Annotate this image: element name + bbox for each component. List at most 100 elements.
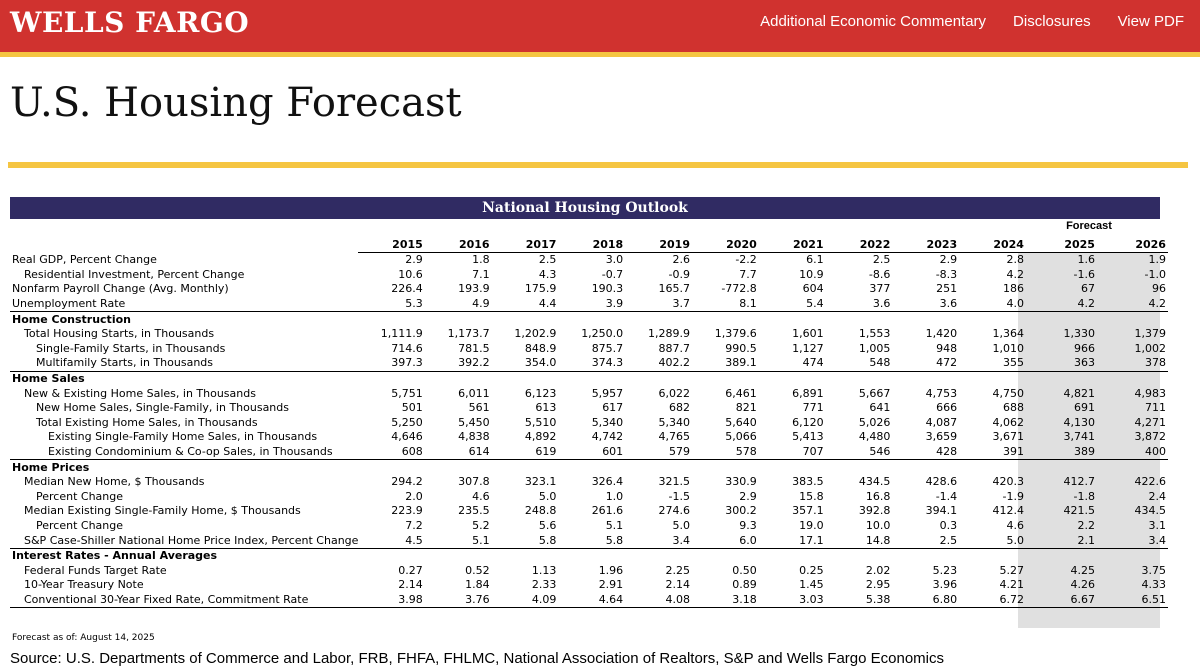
- value-cell: 604: [802, 282, 824, 296]
- table-row: Median Existing Single-Family Home, $ Th…: [10, 504, 1168, 519]
- nav-link-commentary[interactable]: Additional Economic Commentary: [760, 13, 987, 30]
- value-cell: 326.4: [591, 475, 624, 489]
- value-cell: 5,413: [792, 430, 824, 444]
- value-cell: 193.9: [458, 282, 490, 296]
- value-cell: 4,753: [925, 386, 958, 400]
- value-cell: 2.33: [531, 578, 557, 592]
- value-cell: 1,202.9: [514, 327, 557, 341]
- value-cell: 2.14: [665, 578, 690, 592]
- empty-cell: [959, 547, 1026, 564]
- value-cell: 5,450: [458, 415, 490, 429]
- value-cell: 6,891: [792, 386, 824, 400]
- empty-cell: [825, 311, 893, 327]
- value-cell: 15.8: [799, 489, 824, 503]
- year-header-2020: 2020: [691, 237, 759, 253]
- year-header-2019: 2019: [625, 237, 692, 253]
- wells-fargo-logo[interactable]: WELLS FARGO: [10, 6, 250, 39]
- value-cell: 10.6: [398, 267, 423, 281]
- value-cell: 226.4: [391, 282, 423, 296]
- empty-cell: [491, 311, 559, 327]
- section-title: Home Sales: [10, 370, 358, 387]
- table-banner: National Housing Outlook: [10, 197, 1160, 219]
- value-cell: 248.8: [524, 504, 557, 518]
- value-cell: 714.6: [391, 341, 423, 355]
- value-cell: 6,120: [792, 415, 824, 429]
- value-cell: 3.03: [758, 592, 826, 609]
- value-cell: 3.75: [1141, 563, 1166, 577]
- value-cell: 5.1: [424, 533, 492, 549]
- table-row: Median New Home, $ Thousands 294.2 307.8 32…: [10, 475, 1168, 490]
- value-cell: 1,005: [858, 341, 891, 355]
- table-row: New & Existing Home Sales, in Thousands 5…: [10, 386, 1168, 401]
- value-cell: 4.2: [1006, 267, 1024, 281]
- value-cell: 3.9: [558, 296, 626, 313]
- value-cell: 67: [1080, 282, 1095, 296]
- value-cell: 1.96: [598, 563, 624, 577]
- empty-cell: [625, 547, 692, 564]
- value-cell: 4,821: [1063, 386, 1095, 400]
- value-cell: 1.84: [465, 578, 490, 592]
- source-note: Source: U.S. Departments of Commerce and…: [10, 650, 944, 667]
- value-cell: 19.0: [799, 518, 824, 532]
- value-cell: 4,087: [925, 415, 958, 429]
- value-cell: 400: [1096, 444, 1168, 461]
- value-cell: 711: [1144, 401, 1166, 415]
- value-cell: 1.0: [605, 489, 624, 503]
- value-cell: 1.9: [1148, 253, 1166, 267]
- value-cell: 4.21: [999, 578, 1024, 592]
- value-cell: -1.5: [668, 489, 690, 503]
- value-cell: 5.8: [491, 533, 559, 549]
- value-cell: 3.6: [825, 296, 893, 313]
- section-header: Home Prices: [10, 459, 1168, 475]
- empty-cell: [1096, 370, 1168, 387]
- value-cell: 2.5: [892, 533, 960, 549]
- empty-cell: [892, 370, 960, 387]
- value-cell: 7.2: [405, 518, 423, 532]
- value-cell: 412.4: [992, 504, 1024, 518]
- row-label-header: [10, 237, 358, 253]
- section-header: Home Construction: [10, 311, 1168, 327]
- value-cell: -2.2: [735, 253, 757, 267]
- value-cell: 392.8: [858, 504, 891, 518]
- value-cell: 6,461: [725, 386, 757, 400]
- value-cell: 5,667: [858, 386, 891, 400]
- value-cell: 990.5: [725, 341, 757, 355]
- value-cell: 1,127: [792, 341, 824, 355]
- empty-cell: [1096, 547, 1168, 564]
- value-cell: 3.18: [691, 592, 759, 609]
- value-cell: 4.6: [472, 489, 490, 503]
- value-cell: 354.0: [491, 356, 559, 372]
- value-cell: 391: [959, 444, 1026, 461]
- housing-outlook-table: 2015 2016 2017 2018 2019 2020 2021 2022 2023 2024…: [10, 237, 1168, 609]
- value-cell: 307.8: [458, 475, 490, 489]
- value-cell: 4,765: [658, 430, 690, 444]
- value-cell: 4.5: [358, 533, 425, 549]
- page-title: U.S. Housing Forecast: [10, 80, 462, 126]
- value-cell: 412.7: [1063, 475, 1095, 489]
- value-cell: 4,742: [591, 430, 624, 444]
- value-cell: 420.3: [992, 475, 1024, 489]
- value-cell: 389: [1025, 444, 1097, 461]
- value-cell: 948: [936, 341, 958, 355]
- value-cell: 428: [892, 444, 960, 461]
- value-cell: 330.9: [725, 475, 757, 489]
- empty-cell: [758, 311, 826, 327]
- value-cell: 2.8: [1006, 253, 1024, 267]
- value-cell: 1,330: [1063, 327, 1095, 341]
- empty-cell: [959, 459, 1026, 475]
- row-label: Single-Family Starts, in Thousands: [36, 341, 226, 355]
- value-cell: 2.1: [1025, 533, 1097, 549]
- empty-cell: [625, 311, 692, 327]
- nav-link-disclosures[interactable]: Disclosures: [1013, 13, 1091, 30]
- row-label: Percent Change: [36, 489, 124, 503]
- title-divider: [8, 162, 1188, 168]
- nav-link-view-pdf[interactable]: View PDF: [1117, 13, 1184, 30]
- value-cell: 7.1: [472, 267, 490, 281]
- value-cell: -1.0: [1144, 267, 1166, 281]
- empty-cell: [691, 459, 759, 475]
- empty-cell: [825, 370, 893, 387]
- value-cell: 6.67: [1025, 592, 1097, 609]
- value-cell: 5.8: [558, 533, 626, 549]
- value-cell: 17.1: [758, 533, 826, 549]
- value-cell: -1.4: [935, 489, 958, 503]
